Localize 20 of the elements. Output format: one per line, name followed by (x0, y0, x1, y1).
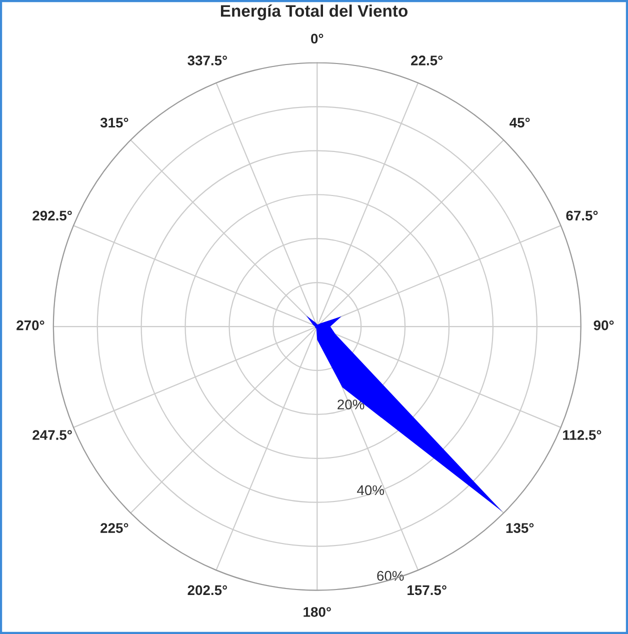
spoke-label: 292.5° (32, 210, 72, 221)
spoke-label: 247.5° (32, 430, 72, 440)
spoke-label: 45° (510, 118, 530, 128)
spoke-label: 180° (304, 607, 331, 617)
spoke-label: 202.5° (188, 585, 227, 596)
spoke-label: 90° (594, 320, 614, 330)
spoke-label: 112.5° (563, 430, 602, 440)
chart-title: Energía Total del Viento (220, 4, 408, 20)
spoke-label: 135° (506, 523, 534, 533)
spoke-label: 337.5° (188, 56, 227, 66)
spoke-label: 0° (311, 34, 324, 44)
spoke-label: 225° (100, 523, 128, 533)
spoke-label: 315° (100, 118, 128, 128)
y-tick-label: 40% (357, 485, 384, 496)
spoke-label: 157.5° (408, 585, 446, 596)
y-tick-label: 60% (377, 570, 404, 581)
spoke-label: 67.5° (566, 210, 598, 221)
y-tick-label: 20% (338, 400, 364, 410)
spoke-label: 22.5° (411, 56, 443, 66)
spoke-label: 270° (16, 320, 44, 330)
